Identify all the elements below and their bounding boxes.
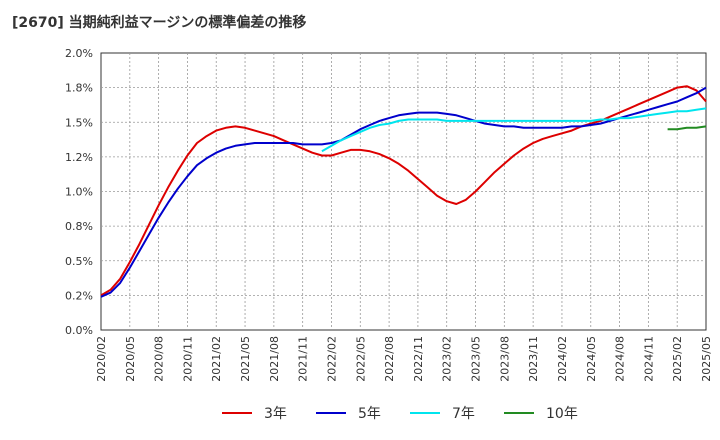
legend: 3年 5年 7年 10年 [222,406,578,422]
x-tick-label: 2022/05 [354,336,367,382]
y-tick-label: 0.2% [65,289,93,302]
x-tick-label: 2023/08 [498,336,511,382]
x-tick-label: 2021/02 [210,336,223,382]
x-tick-label: 2023/05 [470,336,483,382]
x-tick-label: 2023/02 [441,336,454,382]
series-lines [100,85,707,298]
x-tick-label: 2022/02 [325,336,338,382]
x-tick-label: 2020/02 [95,336,108,382]
x-tick-label: 2023/11 [527,336,540,382]
plot-area [100,52,707,331]
x-tick-label: 2021/08 [268,336,281,382]
y-tick-label: 0.5% [65,255,93,268]
x-tick-label: 2021/11 [297,336,310,382]
x-tick-label: 2025/05 [700,336,713,382]
legend-label-2: 7年 [452,406,475,422]
series-line-3 [667,125,707,131]
x-tick-label: 2024/02 [556,336,569,382]
y-tick-label: 0.8% [65,220,93,233]
x-tick-label: 2025/02 [671,336,684,382]
x-tick-label: 2020/05 [124,336,137,382]
legend-label-0: 3年 [264,406,287,422]
x-tick-label: 2022/08 [383,336,396,382]
chart-title: [2670] 当期純利益マージンの標準偏差の推移 [12,15,307,31]
series-line-2 [321,107,707,153]
y-tick-label: 1.8% [65,82,93,95]
x-tick-label: 2022/11 [412,336,425,382]
x-tick-label: 2020/11 [181,336,194,382]
series-line-1 [100,86,707,298]
y-tick-label: 0.0% [65,324,93,337]
y-tick-label: 1.5% [65,116,93,129]
legend-label-3: 10年 [546,406,578,422]
y-tick-label: 1.0% [65,186,93,199]
legend-label-1: 5年 [358,406,381,422]
x-tick-label: 2021/05 [239,336,252,382]
x-tick-label: 2024/05 [585,336,598,382]
x-tick-label: 2020/08 [153,336,166,382]
x-tick-label: 2024/11 [642,336,655,382]
y-tick-label: 2.0% [65,47,93,60]
x-axis-tick-labels: 2020/02 2020/05 2020/08 2020/11 2021/02 2021/… [95,336,713,382]
x-tick-label: 2024/08 [614,336,627,382]
y-axis-tick-labels: 0.0% 0.2% 0.5% 0.8% 1.0% 1.2% 1.5% 1.8% 2.0% [65,47,93,337]
y-tick-label: 1.2% [65,151,93,164]
